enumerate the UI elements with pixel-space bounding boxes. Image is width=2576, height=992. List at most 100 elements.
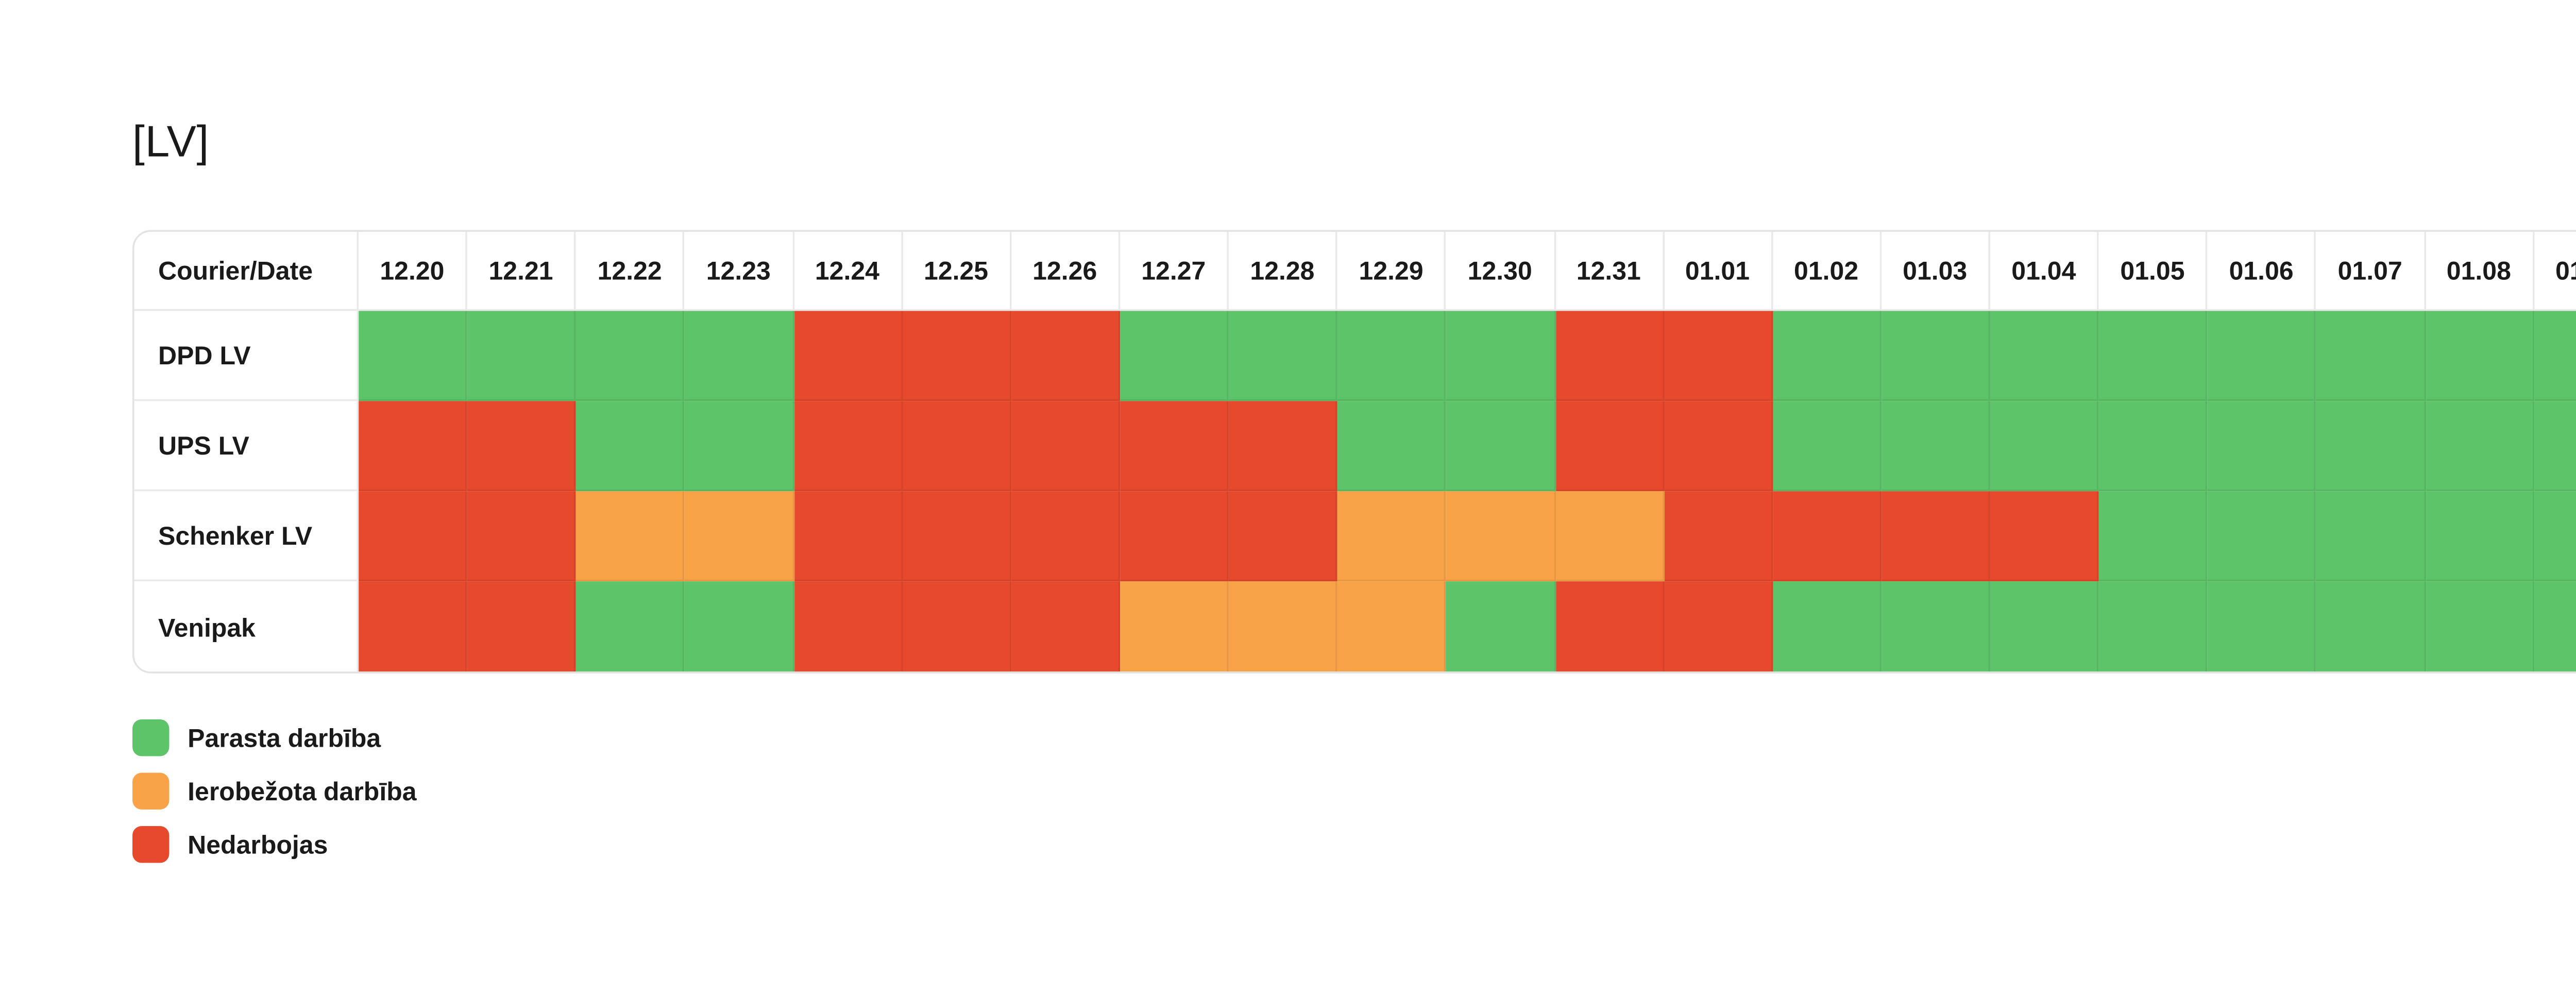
status-cell-normal <box>2208 581 2317 672</box>
courier-name: UPS LV <box>134 401 359 492</box>
status-cell-closed <box>1011 491 1121 582</box>
date-header: 01.09 <box>2534 231 2576 311</box>
status-cell-limited <box>576 491 685 582</box>
status-cell-limited <box>1555 491 1664 582</box>
status-cell-closed <box>1664 311 1773 401</box>
legend-label: Ierobežota darbība <box>188 776 417 806</box>
status-cell-closed <box>1120 491 1229 582</box>
status-cell-limited <box>1446 491 1555 582</box>
status-cell-closed <box>902 401 1011 492</box>
status-cell-normal <box>2099 311 2208 401</box>
status-cell-normal <box>2425 491 2534 582</box>
status-cell-closed <box>467 491 577 582</box>
status-cell-closed <box>793 581 903 672</box>
date-header: 12.23 <box>685 231 794 311</box>
status-cell-normal <box>2534 581 2576 672</box>
status-cell-normal <box>2425 401 2534 492</box>
status-cell-normal <box>576 581 685 672</box>
date-header: 01.01 <box>1664 231 1773 311</box>
status-cell-normal <box>2099 491 2208 582</box>
page-title: [LV] <box>132 117 209 167</box>
status-cell-closed <box>793 311 903 401</box>
status-cell-normal <box>2208 401 2317 492</box>
courier-name: Venipak <box>134 581 359 672</box>
status-cell-normal <box>2316 491 2426 582</box>
date-header: 01.03 <box>1881 231 1991 311</box>
status-cell-closed <box>1011 581 1121 672</box>
legend-item-normal: Parasta darbība <box>132 719 2576 756</box>
status-cell-normal <box>2208 491 2317 582</box>
status-cell-closed <box>1664 491 1773 582</box>
status-cell-normal <box>1337 401 1447 492</box>
availability-grid: Courier/Date 12.20 12.21 12.22 12.23 12.24 12.… <box>134 231 2576 672</box>
status-cell-closed <box>467 401 577 492</box>
date-header: 12.24 <box>793 231 903 311</box>
status-cell-normal <box>1881 401 1991 492</box>
date-header: 12.26 <box>1011 231 1121 311</box>
status-cell-normal <box>2316 401 2426 492</box>
status-cell-normal <box>1446 401 1555 492</box>
status-cell-closed <box>1555 581 1664 672</box>
status-cell-closed <box>359 491 468 582</box>
status-cell-closed <box>793 491 903 582</box>
status-cell-normal <box>2425 581 2534 672</box>
status-cell-closed <box>902 311 1011 401</box>
status-cell-closed <box>1011 401 1121 492</box>
status-cell-limited <box>1120 581 1229 672</box>
status-cell-normal <box>2208 311 2317 401</box>
status-cell-closed <box>1772 491 1882 582</box>
legend: Parasta darbība Ierobežota darbība Nedarbo… <box>132 719 2576 863</box>
status-cell-limited <box>1337 491 1447 582</box>
date-header: 12.30 <box>1446 231 1555 311</box>
date-header: 12.20 <box>359 231 468 311</box>
status-cell-normal <box>467 311 577 401</box>
status-cell-normal <box>1772 581 1882 672</box>
status-cell-limited <box>1229 581 1338 672</box>
status-cell-normal <box>359 311 468 401</box>
legend-swatch-normal <box>132 719 170 756</box>
legend-label: Parasta darbība <box>188 723 381 753</box>
date-header: 12.28 <box>1229 231 1338 311</box>
status-cell-normal <box>2534 491 2576 582</box>
status-cell-closed <box>1555 401 1664 492</box>
status-cell-normal <box>2099 401 2208 492</box>
status-cell-normal <box>2316 581 2426 672</box>
status-cell-normal <box>1446 311 1555 401</box>
status-cell-closed <box>902 491 1011 582</box>
status-cell-normal <box>2534 401 2576 492</box>
legend-item-closed: Nedarbojas <box>132 826 2576 863</box>
status-cell-closed <box>902 581 1011 672</box>
date-header: 12.31 <box>1555 231 1664 311</box>
status-cell-closed <box>1990 491 2099 582</box>
date-header: 12.21 <box>467 231 577 311</box>
corner-label: Courier/Date <box>134 231 359 311</box>
status-cell-closed <box>1229 491 1338 582</box>
date-header: 01.04 <box>1990 231 2099 311</box>
status-cell-normal <box>1446 581 1555 672</box>
status-cell-normal <box>2099 581 2208 672</box>
date-header: 01.05 <box>2099 231 2208 311</box>
status-cell-closed <box>1664 581 1773 672</box>
status-cell-normal <box>1120 311 1229 401</box>
status-cell-closed <box>1881 491 1991 582</box>
status-cell-normal <box>1990 311 2099 401</box>
status-cell-closed <box>1555 311 1664 401</box>
status-cell-normal <box>576 401 685 492</box>
status-cell-normal <box>1881 311 1991 401</box>
status-cell-closed <box>359 581 468 672</box>
status-cell-closed <box>1664 401 1773 492</box>
status-cell-closed <box>793 401 903 492</box>
status-cell-limited <box>685 491 794 582</box>
date-header: 01.07 <box>2316 231 2426 311</box>
status-cell-closed <box>359 401 468 492</box>
date-header: 12.29 <box>1337 231 1447 311</box>
status-cell-normal <box>1772 401 1882 492</box>
legend-swatch-limited <box>132 772 170 810</box>
courier-availability-table: Courier/Date 12.20 12.21 12.22 12.23 12.24 12.… <box>132 230 2576 674</box>
legend-item-limited: Ierobežota darbība <box>132 772 2576 810</box>
legend-swatch-closed <box>132 826 170 863</box>
status-cell-closed <box>1011 311 1121 401</box>
status-cell-normal <box>1881 581 1991 672</box>
status-cell-normal <box>1772 311 1882 401</box>
status-cell-closed <box>1229 401 1338 492</box>
